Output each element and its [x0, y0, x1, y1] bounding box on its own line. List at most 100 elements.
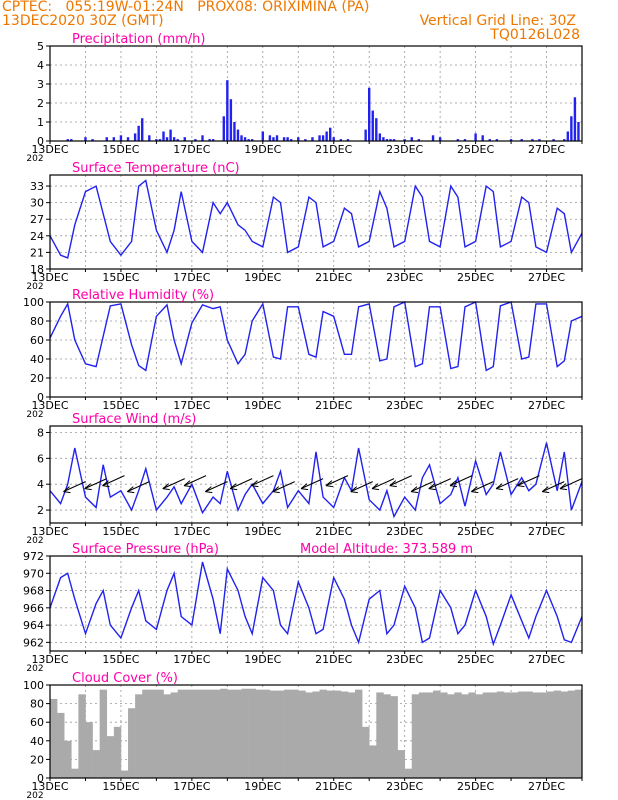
- cloud-bar: [184, 689, 193, 778]
- x-tick-label: 17DEC: [173, 653, 210, 666]
- precip-bar: [417, 139, 421, 141]
- y-tick-label: 33: [30, 180, 44, 193]
- cloud-bar: [503, 692, 512, 778]
- x-year-stub: 202: [26, 282, 43, 292]
- y-tick-label: 8: [37, 426, 44, 439]
- precip-bar: [577, 122, 580, 141]
- x-tick-label: 27DEC: [528, 525, 565, 538]
- y-tick-label: 40: [30, 735, 44, 748]
- cloud-bar: [326, 690, 335, 778]
- wind-arrow-head: [102, 480, 110, 488]
- precip-bar: [563, 139, 566, 141]
- wind-arrow: [325, 475, 349, 487]
- x-tick-label: 23DEC: [386, 399, 423, 412]
- x-tick-label: 25DEC: [457, 271, 494, 284]
- cloud-bar: [319, 689, 327, 778]
- precip-bar: [165, 137, 169, 141]
- precip-bar: [133, 133, 137, 141]
- x-year-stub: 202: [26, 410, 43, 420]
- wind-arrow-head: [559, 483, 568, 491]
- cloud-bar: [440, 692, 448, 778]
- precip-bar: [148, 135, 151, 141]
- y-tick-label: 1: [37, 116, 44, 129]
- wind-arrow-head: [449, 480, 458, 488]
- cloud-bar: [234, 689, 242, 778]
- wind-arrow: [471, 481, 494, 493]
- wind-arrow: [371, 478, 395, 490]
- cloud-bar: [546, 691, 554, 778]
- x-tick-label: 27DEC: [528, 143, 565, 156]
- x-tick-label: 15DEC: [102, 525, 139, 538]
- wind-arrow: [542, 481, 565, 493]
- wind-arrow-head: [371, 483, 380, 491]
- precip-bar: [222, 116, 225, 141]
- panel-frame: [49, 174, 583, 270]
- cloud-bar: [156, 689, 164, 778]
- series-line: [49, 300, 583, 372]
- cloud-bar: [362, 726, 370, 778]
- y-tick-label: 4: [37, 478, 44, 491]
- y-tick-label: 60: [30, 334, 44, 347]
- y-tick-label: 60: [30, 716, 44, 729]
- precip-bar: [105, 137, 108, 141]
- wind-arrow-head: [410, 486, 419, 494]
- header-date: 13DEC2020 30Z (GMT): [2, 13, 164, 29]
- precip-bar: [318, 135, 321, 141]
- x-tick-label: 25DEC: [457, 653, 494, 666]
- precip-bar: [66, 139, 69, 141]
- precip-bar: [250, 139, 254, 141]
- x-tick-label: 17DEC: [173, 271, 210, 284]
- wind-arrow-head: [272, 486, 280, 494]
- x-tick-label: 21DEC: [315, 399, 352, 412]
- y-tick-label: 24: [30, 230, 44, 243]
- cloud-bar: [404, 768, 413, 778]
- precip-bar: [247, 139, 250, 141]
- cloud-bar: [284, 689, 292, 778]
- precip-bar: [325, 131, 328, 141]
- precip-bar: [375, 118, 378, 141]
- x-tick-label: 27DEC: [528, 271, 565, 284]
- cloud-bar: [461, 694, 469, 778]
- y-tick-label: 968: [23, 585, 44, 598]
- x-tick-label: 23DEC: [386, 271, 423, 284]
- wind-arrow: [410, 481, 434, 493]
- wind-arrow-head: [471, 486, 479, 494]
- precip-bar: [240, 135, 243, 141]
- precip-bar: [570, 116, 573, 141]
- cloud-bar: [553, 690, 562, 778]
- cloud-bar: [227, 689, 235, 778]
- wind-arrow: [495, 478, 519, 490]
- wind-arrow: [84, 478, 107, 490]
- cloud-bar: [355, 689, 363, 778]
- x-tick-label: 19DEC: [244, 653, 281, 666]
- cloud-bar: [425, 692, 434, 778]
- x-tick-label: 25DEC: [457, 780, 494, 793]
- cloud-bar: [567, 690, 576, 778]
- precip-bar: [463, 139, 467, 141]
- cloud-bar: [206, 689, 214, 778]
- x-tick-label: 17DEC: [173, 399, 210, 412]
- y-tick-label: 40: [30, 353, 44, 366]
- cloud-bar: [369, 745, 377, 778]
- panel-title: Surface Temperature (nC): [72, 161, 240, 176]
- precip-bar: [509, 139, 513, 141]
- cloud-bar: [411, 694, 420, 778]
- wind-arrow: [449, 475, 473, 487]
- x-tick-label: 19DEC: [244, 780, 281, 793]
- x-tick-label: 13DEC: [31, 143, 68, 156]
- wind-arrow: [300, 478, 324, 490]
- wind-arrow: [183, 475, 207, 487]
- x-tick-label: 17DEC: [173, 780, 210, 793]
- precip-bar: [368, 87, 371, 141]
- wind-arrow: [389, 475, 412, 487]
- precip-bar: [538, 139, 541, 141]
- cloud-bar: [57, 712, 65, 778]
- cloud-bar: [482, 692, 491, 778]
- y-tick-label: 3: [37, 78, 44, 91]
- wind-arrow: [63, 481, 86, 493]
- y-tick-label: 20: [30, 372, 44, 385]
- x-tick-label: 19DEC: [244, 525, 281, 538]
- y-tick-label: 80: [30, 698, 44, 711]
- precip-bar: [172, 137, 176, 141]
- y-tick-label: 0: [37, 772, 44, 785]
